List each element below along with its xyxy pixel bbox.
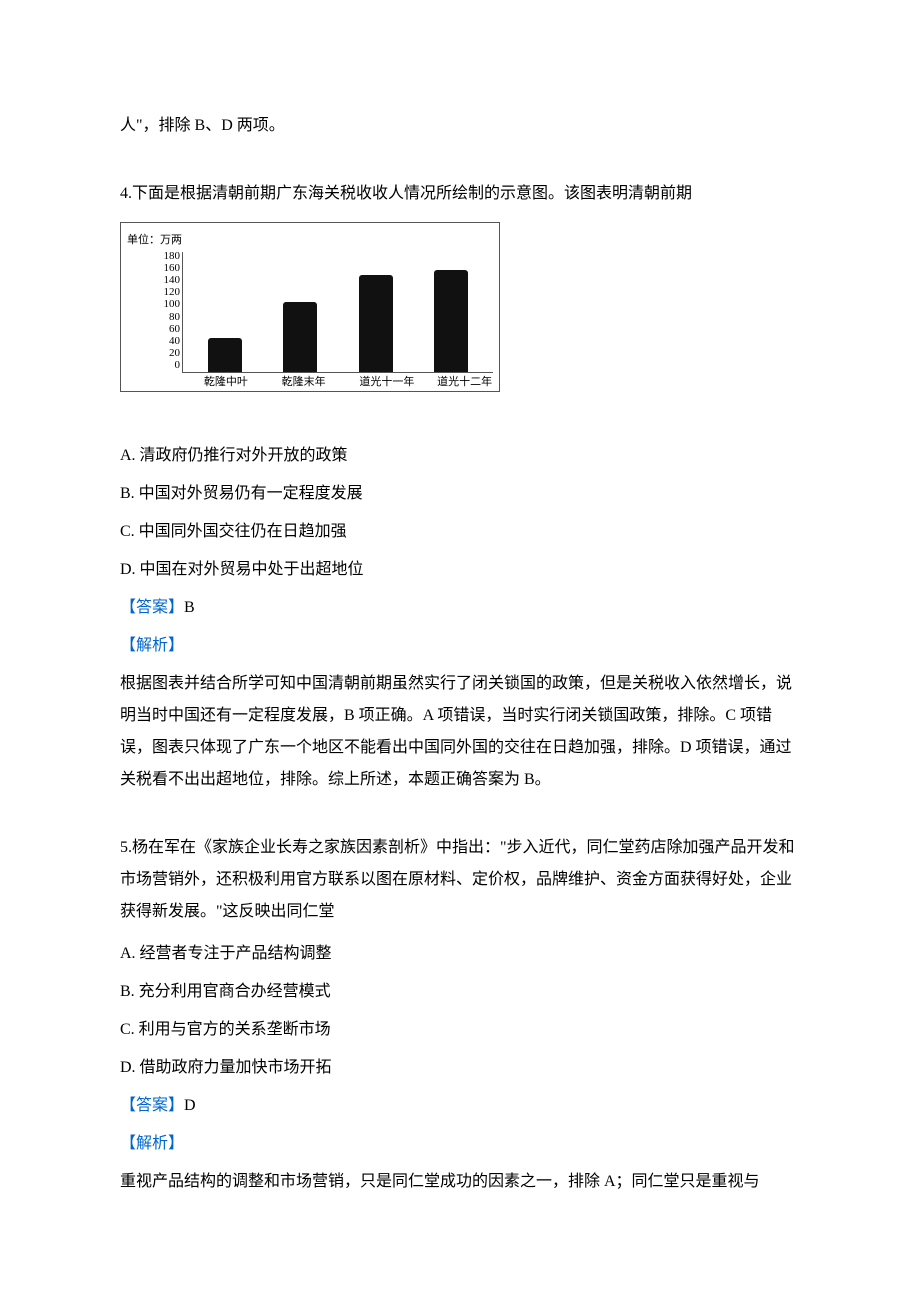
bar	[359, 275, 393, 372]
q5-analysis-label-line: 【解析】	[120, 1128, 800, 1160]
q5-option-d: D. 借助政府力量加快市场开拓	[120, 1052, 800, 1084]
x-tick: 乾隆中叶	[204, 375, 238, 389]
q5-analysis-text: 重视产品结构的调整和市场营销，只是同仁堂成功的因素之一，排除 A；同仁堂只是重视…	[120, 1166, 800, 1198]
q4-analysis-label: 【解析】	[120, 637, 184, 654]
y-tick: 100	[127, 299, 180, 310]
q4-option-a: A. 清政府仍推行对外开放的政策	[120, 440, 800, 472]
q5-answer-line: 【答案】D	[120, 1090, 800, 1122]
q5-option-a: A. 经营者专注于产品结构调整	[120, 938, 800, 970]
bar	[283, 302, 317, 372]
q5-analysis-label: 【解析】	[120, 1135, 184, 1152]
x-tick: 道光十一年	[359, 375, 393, 389]
q4-intro: 4.下面是根据清朝前期广东海关税收收人情况所绘制的示意图。该图表明清朝前期	[120, 178, 800, 210]
y-axis-ticks: 180160140120100 806040200	[127, 251, 182, 371]
q5-option-c: C. 利用与官方的关系垄断市场	[120, 1014, 800, 1046]
chart-unit-label: 单位：万两	[127, 229, 182, 251]
q5-answer-label: 【答案】	[120, 1097, 184, 1114]
y-tick: 160	[127, 263, 180, 274]
y-tick: 20	[127, 348, 180, 359]
y-tick: 0	[127, 360, 180, 371]
y-tick: 180	[127, 251, 180, 262]
chart-container: 单位：万两 180160140120100 806040200 乾隆中叶 乾隆末年 道…	[120, 222, 500, 392]
bar	[208, 338, 242, 371]
q4-answer-value: B	[184, 599, 195, 616]
q4-analysis-label-line: 【解析】	[120, 630, 800, 662]
plot-column: 乾隆中叶 乾隆末年 道光十一年 道光十二年	[182, 252, 493, 389]
q4-option-b: B. 中国对外贸易仍有一定程度发展	[120, 478, 800, 510]
q4-option-c: C. 中国同外国交往仍在日趋加强	[120, 516, 800, 548]
q5-intro: 5.杨在军在《家族企业长寿之家族因素剖析》中指出："步入近代，同仁堂药店除加强产…	[120, 832, 800, 928]
q4-analysis-text: 根据图表并结合所学可知中国清朝前期虽然实行了闭关锁国的政策，但是关税收入依然增长…	[120, 668, 800, 796]
trailing-fragment: 人"，排除 B、D 两项。	[120, 110, 800, 142]
q5-answer-value: D	[184, 1097, 196, 1114]
y-tick: 120	[127, 287, 180, 298]
q4-answer-line: 【答案】B	[120, 592, 800, 624]
q4-answer-label: 【答案】	[120, 599, 184, 616]
y-axis-col: 单位：万两 180160140120100 806040200	[127, 229, 182, 389]
y-tick: 140	[127, 275, 180, 286]
x-tick: 道光十二年	[437, 375, 471, 389]
plot-area	[182, 252, 493, 373]
document-page: 人"，排除 B、D 两项。 4.下面是根据清朝前期广东海关税收收人情况所绘制的示…	[0, 0, 920, 1264]
x-tick: 乾隆末年	[282, 375, 316, 389]
spacer	[120, 412, 800, 440]
x-axis-labels: 乾隆中叶 乾隆末年 道光十一年 道光十二年	[182, 373, 493, 389]
y-tick: 40	[127, 336, 180, 347]
y-tick: 80	[127, 312, 180, 323]
q4-chart: 单位：万两 180160140120100 806040200 乾隆中叶 乾隆末年 道…	[120, 222, 800, 392]
bar	[434, 270, 468, 371]
q5-option-b: B. 充分利用官商合办经营模式	[120, 976, 800, 1008]
q4-option-d: D. 中国在对外贸易中处于出超地位	[120, 554, 800, 586]
y-tick: 60	[127, 324, 180, 335]
